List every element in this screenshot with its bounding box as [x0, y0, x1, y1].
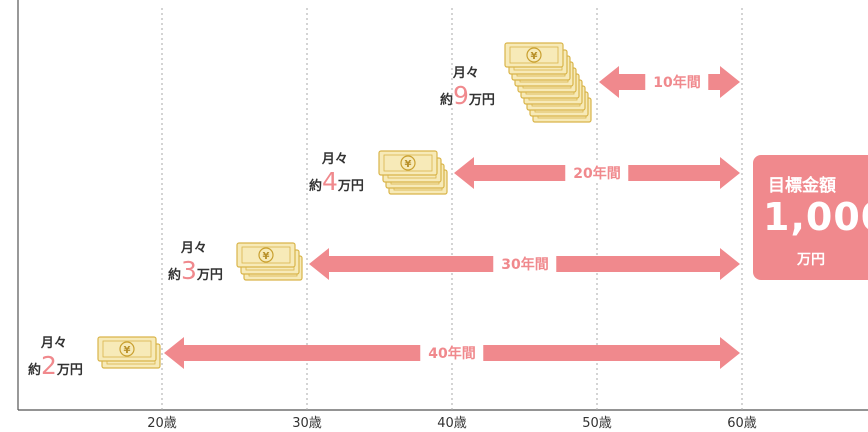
monthly-text: 月々	[452, 66, 479, 81]
age-gridlines	[161, 8, 743, 410]
monthly-text: 月々	[40, 336, 67, 351]
amount-unit: 万円	[337, 179, 364, 194]
goal-title: 目標金額	[768, 176, 836, 196]
goal-value: 1,000	[763, 195, 868, 239]
amount-unit: 万円	[56, 363, 83, 378]
monthly-text: 月々	[321, 152, 348, 167]
amount-number: 2	[41, 351, 57, 380]
goal-unit: 万円	[797, 252, 825, 268]
goal-amount-box: 目標金額 1,000 万円	[753, 155, 868, 280]
approx-prefix: 約	[168, 268, 182, 283]
age-tick-20: 20歳	[147, 416, 177, 431]
amount-unit: 万円	[468, 93, 495, 108]
yen-banknote-stack-icon	[236, 242, 303, 281]
yen-banknote-stack-icon	[378, 150, 448, 195]
approx-prefix: 約	[309, 179, 323, 194]
age-tick-50: 50歳	[582, 416, 612, 431]
yen-banknote-stack-icon	[504, 42, 592, 123]
amount-label-9: 月々 約9万円	[440, 62, 495, 110]
period-label-20: 20年間	[565, 163, 629, 183]
amount-unit: 万円	[196, 268, 223, 283]
amount-number: 3	[181, 256, 197, 285]
amount-number: 9	[453, 81, 469, 110]
amount-label-2: 月々 約2万円	[28, 332, 83, 380]
approx-prefix: 約	[28, 363, 42, 378]
yen-banknote-stack-icon	[97, 336, 161, 369]
amount-label-3: 月々 約3万円	[168, 237, 223, 285]
age-tick-30: 30歳	[292, 416, 322, 431]
amount-number: 4	[322, 167, 338, 196]
age-tick-40: 40歳	[437, 416, 467, 431]
period-label-30: 30年間	[493, 254, 557, 274]
period-label-10: 10年間	[645, 72, 709, 92]
amount-label-4: 月々 約4万円	[309, 148, 364, 196]
period-label-40: 40年間	[420, 343, 484, 363]
age-tick-60: 60歳	[727, 416, 757, 431]
monthly-text: 月々	[180, 241, 207, 256]
approx-prefix: 約	[440, 93, 454, 108]
